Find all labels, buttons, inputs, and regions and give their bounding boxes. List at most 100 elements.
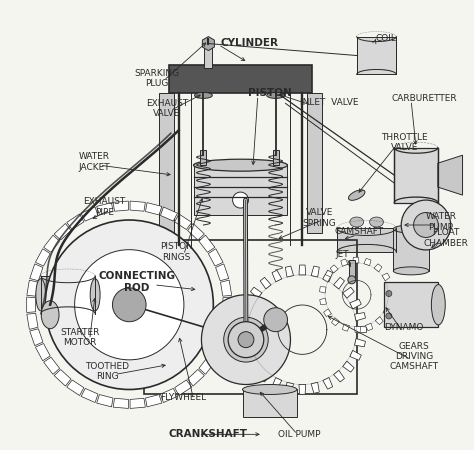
Polygon shape bbox=[375, 317, 383, 324]
Bar bbox=[204, 44, 212, 68]
Polygon shape bbox=[113, 201, 128, 211]
Text: PISTON
RINGS: PISTON RINGS bbox=[160, 242, 193, 261]
Text: OIL PUMP: OIL PUMP bbox=[278, 430, 320, 439]
Polygon shape bbox=[239, 313, 250, 321]
Bar bbox=[193, 165, 288, 215]
Text: THROTTLE
VALVE: THROTTLE VALVE bbox=[381, 133, 428, 152]
Text: INLET  VALVE: INLET VALVE bbox=[300, 98, 358, 107]
Polygon shape bbox=[365, 323, 373, 331]
Polygon shape bbox=[199, 235, 215, 252]
Polygon shape bbox=[54, 224, 71, 240]
Ellipse shape bbox=[193, 159, 288, 171]
Polygon shape bbox=[260, 370, 271, 382]
Ellipse shape bbox=[41, 301, 59, 328]
Polygon shape bbox=[202, 36, 214, 50]
Bar bbox=[394, 148, 438, 202]
Polygon shape bbox=[355, 338, 365, 347]
Circle shape bbox=[348, 276, 356, 284]
Polygon shape bbox=[54, 369, 71, 386]
Polygon shape bbox=[299, 265, 306, 275]
Circle shape bbox=[228, 322, 264, 358]
Polygon shape bbox=[374, 264, 382, 272]
Text: STARTER
MOTOR: STARTER MOTOR bbox=[60, 328, 100, 347]
Text: CRANKSHAFT: CRANKSHAFT bbox=[169, 429, 248, 439]
Polygon shape bbox=[250, 361, 262, 372]
Polygon shape bbox=[272, 270, 282, 282]
Circle shape bbox=[386, 313, 392, 319]
Polygon shape bbox=[238, 326, 248, 333]
Polygon shape bbox=[223, 297, 232, 312]
Text: EXHAUST
VALVE: EXHAUST VALVE bbox=[146, 99, 188, 118]
Bar bbox=[384, 282, 438, 327]
Bar bbox=[349, 260, 355, 280]
Bar bbox=[307, 94, 322, 233]
Polygon shape bbox=[387, 285, 394, 292]
Circle shape bbox=[414, 212, 438, 238]
Polygon shape bbox=[30, 264, 43, 281]
Text: CONNECTING
ROD: CONNECTING ROD bbox=[99, 271, 176, 292]
Ellipse shape bbox=[393, 267, 429, 275]
Polygon shape bbox=[239, 338, 250, 347]
Ellipse shape bbox=[393, 225, 429, 233]
Text: PISTON: PISTON bbox=[248, 88, 292, 99]
Circle shape bbox=[224, 317, 268, 362]
Polygon shape bbox=[343, 324, 349, 331]
Text: TOOTHED
RING: TOOTHED RING bbox=[85, 362, 129, 381]
Polygon shape bbox=[36, 249, 50, 266]
Polygon shape bbox=[27, 297, 36, 312]
Polygon shape bbox=[188, 224, 204, 240]
Text: DYNAMO: DYNAMO bbox=[384, 323, 424, 332]
Polygon shape bbox=[220, 280, 232, 296]
Bar bbox=[357, 36, 396, 74]
Polygon shape bbox=[27, 313, 38, 329]
Polygon shape bbox=[260, 277, 271, 289]
Polygon shape bbox=[343, 361, 354, 372]
Circle shape bbox=[238, 332, 254, 347]
Text: WATER
PUMP: WATER PUMP bbox=[425, 212, 456, 232]
Polygon shape bbox=[383, 307, 391, 315]
Polygon shape bbox=[81, 388, 98, 403]
Polygon shape bbox=[341, 259, 348, 266]
Polygon shape bbox=[319, 298, 327, 305]
Polygon shape bbox=[220, 313, 232, 329]
Polygon shape bbox=[355, 313, 365, 321]
Polygon shape bbox=[130, 201, 146, 211]
Circle shape bbox=[74, 250, 184, 360]
Polygon shape bbox=[343, 287, 354, 298]
Circle shape bbox=[386, 291, 392, 297]
Polygon shape bbox=[324, 309, 331, 316]
Polygon shape bbox=[97, 202, 113, 215]
Polygon shape bbox=[174, 380, 192, 396]
Polygon shape bbox=[216, 264, 229, 281]
Polygon shape bbox=[209, 249, 223, 266]
Ellipse shape bbox=[350, 217, 364, 227]
Polygon shape bbox=[67, 380, 84, 396]
Polygon shape bbox=[350, 351, 361, 360]
Polygon shape bbox=[353, 257, 359, 263]
Circle shape bbox=[45, 220, 213, 390]
Ellipse shape bbox=[370, 217, 383, 227]
Polygon shape bbox=[285, 382, 293, 393]
Polygon shape bbox=[272, 378, 282, 389]
Text: EXHAUST
PIPE: EXHAUST PIPE bbox=[83, 198, 126, 217]
Polygon shape bbox=[311, 266, 319, 277]
Polygon shape bbox=[67, 214, 84, 230]
Polygon shape bbox=[334, 370, 345, 382]
Text: SPARKING
PLUG: SPARKING PLUG bbox=[135, 69, 180, 88]
Text: GEARS
DRIVING
CAMSHAFT: GEARS DRIVING CAMSHAFT bbox=[390, 342, 438, 372]
Polygon shape bbox=[334, 277, 345, 289]
Circle shape bbox=[112, 288, 146, 322]
Bar bbox=[159, 94, 174, 233]
Polygon shape bbox=[161, 388, 177, 403]
Ellipse shape bbox=[267, 92, 284, 99]
Bar bbox=[337, 228, 396, 252]
Polygon shape bbox=[243, 299, 255, 309]
Polygon shape bbox=[216, 329, 229, 346]
Circle shape bbox=[233, 192, 248, 208]
Ellipse shape bbox=[431, 284, 445, 325]
Bar bbox=[41, 276, 95, 314]
Polygon shape bbox=[174, 214, 192, 230]
Text: VALVE
SPRING: VALVE SPRING bbox=[302, 208, 336, 228]
Bar bbox=[201, 150, 206, 165]
Polygon shape bbox=[323, 274, 330, 282]
